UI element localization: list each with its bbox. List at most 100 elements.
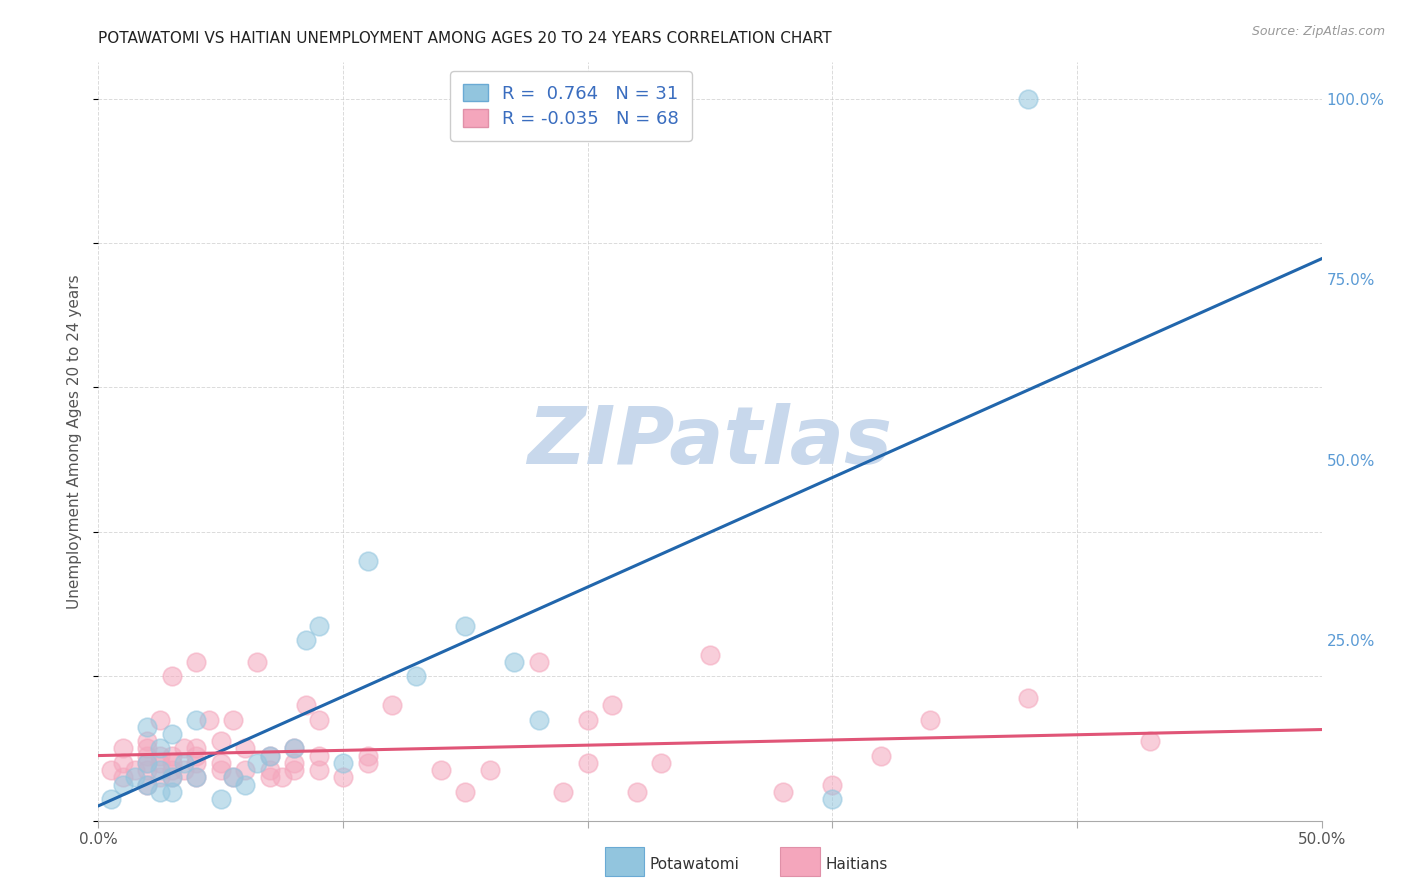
Point (186, 741, 208, 756)
Point (478, 763, 501, 777)
Point (283, 756, 305, 770)
Point (136, 763, 159, 777)
Point (186, 756, 208, 770)
Point (186, 748, 208, 763)
Point (821, 778, 844, 792)
Point (222, 713, 245, 727)
Point (1017, 91, 1039, 105)
Point (111, 778, 134, 792)
Point (186, 713, 208, 727)
Point (136, 778, 159, 792)
Point (405, 669, 427, 683)
Point (650, 756, 672, 770)
Point (600, 698, 623, 712)
Y-axis label: Unemployment Among Ages 20 to 24 years: Unemployment Among Ages 20 to 24 years (67, 274, 83, 609)
Point (209, 792, 232, 806)
Point (136, 741, 159, 756)
Text: Potawatomi: Potawatomi (650, 857, 740, 871)
Point (270, 770, 294, 784)
Point (136, 756, 159, 770)
Point (160, 763, 183, 777)
Point (283, 741, 305, 756)
Point (197, 713, 219, 727)
Point (430, 763, 453, 777)
Text: POTAWATOMI VS HAITIAN UNEMPLOYMENT AMONG AGES 20 TO 24 YEARS CORRELATION CHART: POTAWATOMI VS HAITIAN UNEMPLOYMENT AMONG… (98, 31, 832, 46)
Point (233, 741, 256, 756)
Point (160, 770, 183, 784)
Point (246, 655, 269, 669)
Point (160, 669, 183, 683)
Point (283, 763, 305, 777)
Point (111, 741, 134, 756)
Point (136, 756, 159, 770)
Point (186, 655, 208, 669)
Point (149, 713, 172, 727)
Point (576, 713, 599, 727)
Point (920, 713, 942, 727)
Point (149, 785, 172, 799)
Point (454, 785, 477, 799)
Point (173, 763, 195, 777)
Point (160, 756, 183, 770)
Point (136, 778, 159, 792)
Point (209, 756, 232, 770)
Point (699, 648, 721, 662)
Point (527, 655, 550, 669)
Point (173, 741, 195, 756)
Point (160, 727, 183, 741)
Point (308, 748, 330, 763)
Point (173, 756, 195, 770)
Point (332, 756, 354, 770)
Point (308, 618, 330, 632)
Point (772, 785, 794, 799)
Point (186, 770, 208, 784)
Point (222, 770, 245, 784)
Point (149, 763, 172, 777)
Point (295, 698, 318, 712)
Point (332, 770, 354, 784)
Point (124, 770, 146, 784)
Point (295, 633, 318, 648)
Point (160, 770, 183, 784)
Point (553, 785, 575, 799)
Point (186, 770, 208, 784)
Point (356, 756, 378, 770)
Text: Source: ZipAtlas.com: Source: ZipAtlas.com (1251, 25, 1385, 38)
Point (149, 756, 172, 770)
Point (356, 554, 378, 568)
Point (821, 792, 844, 806)
Point (1017, 690, 1039, 705)
Text: Haitians: Haitians (825, 857, 887, 871)
Point (527, 713, 550, 727)
Point (100, 792, 122, 806)
Point (381, 698, 404, 712)
Point (1139, 734, 1161, 748)
Point (308, 713, 330, 727)
Point (259, 763, 281, 777)
Point (576, 756, 599, 770)
Point (160, 748, 183, 763)
Point (356, 748, 378, 763)
Point (149, 770, 172, 784)
Legend: R =  0.764   N = 31, R = -0.035   N = 68: R = 0.764 N = 31, R = -0.035 N = 68 (450, 71, 692, 141)
Point (124, 763, 146, 777)
Point (222, 770, 245, 784)
Point (160, 785, 183, 799)
Point (259, 748, 281, 763)
Point (209, 763, 232, 777)
Point (454, 618, 477, 632)
Point (870, 748, 893, 763)
Point (308, 763, 330, 777)
Point (136, 748, 159, 763)
Text: ZIPatlas: ZIPatlas (527, 402, 893, 481)
Point (149, 748, 172, 763)
Point (136, 734, 159, 748)
Point (136, 720, 159, 734)
Point (283, 741, 305, 756)
Point (100, 763, 122, 777)
Point (111, 770, 134, 784)
Point (149, 741, 172, 756)
Point (111, 756, 134, 770)
Point (209, 734, 232, 748)
Point (246, 756, 269, 770)
